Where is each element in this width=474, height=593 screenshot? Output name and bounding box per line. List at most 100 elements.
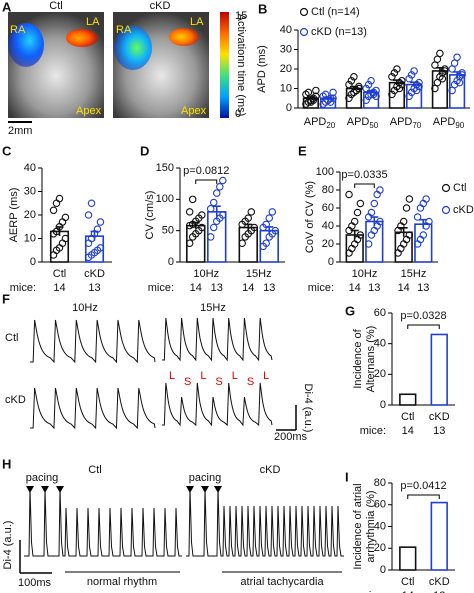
data-point xyxy=(419,231,428,239)
data-point xyxy=(345,190,353,199)
y-label: CV (cm/s) xyxy=(144,191,156,240)
panel-letter: I xyxy=(345,469,349,484)
pacing-marker xyxy=(41,486,49,493)
alternans-label: L xyxy=(169,370,175,382)
data-point xyxy=(185,208,194,216)
x-tick-label: 10Hz xyxy=(193,268,219,280)
y-tick-label: 20 xyxy=(280,63,292,75)
mice-label: mice: xyxy=(10,282,36,294)
image-label: cKD xyxy=(150,0,171,12)
mice-count: 13 xyxy=(88,282,100,294)
mice-count: 13 xyxy=(417,282,429,294)
y-label: Di-4 (a.u.) xyxy=(302,384,314,433)
y-tick-label: 0 xyxy=(380,564,386,576)
p-value: p=0.0335 xyxy=(341,169,387,181)
y-tick-label: 30 xyxy=(280,43,292,55)
data-point xyxy=(198,223,206,232)
y-tick-label: 10 xyxy=(24,232,36,244)
data-point xyxy=(345,94,353,103)
trace xyxy=(30,319,156,364)
row-label: Ctl xyxy=(5,332,18,344)
rate-label: 15Hz xyxy=(200,302,226,314)
mice-count: 13 xyxy=(433,425,445,437)
data-point xyxy=(96,218,105,226)
pacing-marker xyxy=(56,486,64,493)
y-tick-label: 150 xyxy=(156,162,174,174)
panel-letter: H xyxy=(2,456,11,471)
mice-label: mice: xyxy=(308,282,334,294)
alternans-label: S xyxy=(184,376,191,388)
data-point xyxy=(206,233,215,241)
panel-letter: G xyxy=(345,303,355,318)
y-tick-label: 80 xyxy=(322,184,334,196)
alternans-label: S xyxy=(247,376,254,388)
row-label: Ctl xyxy=(88,464,101,476)
colorbar-tick: 0 xyxy=(235,108,241,120)
data-point xyxy=(55,194,64,203)
x-tick-label: APD90 xyxy=(433,116,465,130)
colorbar-tick: 15 xyxy=(235,10,247,22)
pacing-marker xyxy=(186,486,194,493)
data-point xyxy=(422,195,430,203)
region-label: RA xyxy=(116,24,132,36)
data-point xyxy=(395,84,404,93)
y-label: Incidence of xyxy=(352,328,364,388)
data-point xyxy=(219,176,227,185)
data-point xyxy=(304,88,313,97)
image-label: Ctl xyxy=(49,0,62,12)
pacing-marker xyxy=(214,486,222,493)
data-point xyxy=(405,75,413,83)
data-point xyxy=(398,80,406,89)
data-point xyxy=(84,211,93,219)
data-point xyxy=(376,217,384,226)
data-point xyxy=(356,231,365,239)
x-tick-label: Ctl xyxy=(401,576,414,588)
x-tick-label: Ctl xyxy=(401,411,414,423)
y-tick-label: 40 xyxy=(322,220,334,232)
data-point xyxy=(441,67,449,75)
region-label: LA xyxy=(190,16,204,28)
data-point xyxy=(61,213,70,222)
legend-marker xyxy=(299,27,309,37)
data-point xyxy=(247,208,256,216)
y-tick-label: 0 xyxy=(328,256,334,268)
trace xyxy=(24,487,182,557)
data-point xyxy=(209,223,218,232)
data-point xyxy=(415,82,423,91)
y-tick-label: 80 xyxy=(374,477,386,489)
x-tick-label: APD70 xyxy=(390,116,422,130)
data-point xyxy=(219,211,227,219)
trace xyxy=(30,387,156,430)
data-point xyxy=(206,204,215,213)
mice-label: mice: xyxy=(148,282,174,294)
legend-label: Ctl (n=14) xyxy=(311,6,360,18)
panel-letter: B xyxy=(258,1,267,16)
y-tick-label: 10 xyxy=(280,82,292,94)
alternans-label: L xyxy=(200,370,206,382)
y-tick-label: 20 xyxy=(322,238,334,250)
data-point xyxy=(390,69,399,77)
data-point xyxy=(198,211,206,219)
mice-count: 13 xyxy=(433,590,445,593)
mice-count: 14 xyxy=(242,282,254,294)
data-point xyxy=(367,76,375,85)
data-point xyxy=(370,199,379,208)
mice-count: 14 xyxy=(190,282,202,294)
bar xyxy=(399,546,417,571)
pacing-label: pacing xyxy=(189,472,221,484)
legend-label: Ctl xyxy=(453,182,466,194)
data-point xyxy=(93,225,102,233)
colorbar xyxy=(220,12,229,118)
optical-map-ctl xyxy=(8,12,104,118)
scale-label: 200ms xyxy=(274,431,308,443)
scale-label: 100ms xyxy=(18,577,52,589)
mice-label: mice: xyxy=(360,590,386,593)
mice-count: 13 xyxy=(211,282,223,294)
data-point xyxy=(356,199,365,208)
data-point xyxy=(58,218,67,226)
data-point xyxy=(87,199,96,208)
mice-count: 13 xyxy=(263,282,275,294)
x-tick-label: 15Hz xyxy=(401,268,427,280)
data-point xyxy=(455,78,464,87)
p-value: p=0.0812 xyxy=(183,165,229,177)
